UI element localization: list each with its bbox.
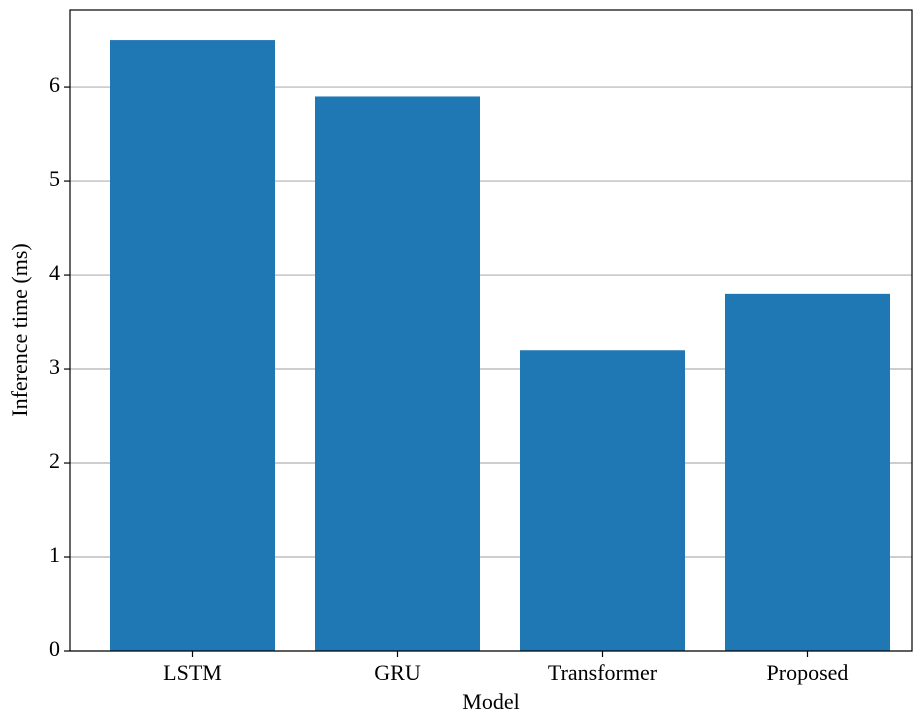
- plot-frame: [69, 9, 913, 652]
- y-tick-label: 0: [49, 636, 60, 661]
- x-tick-label: GRU: [374, 660, 421, 685]
- y-tick-label: 6: [49, 72, 60, 97]
- x-tick-label: Proposed: [767, 660, 849, 685]
- y-tick-label: 1: [49, 542, 60, 567]
- y-axis-label: Inference time (ms): [7, 243, 32, 416]
- bar: [110, 40, 275, 652]
- bar: [520, 350, 685, 651]
- bar: [315, 96, 480, 651]
- y-tick-label: 4: [49, 260, 60, 285]
- y-tick-label: 5: [49, 166, 60, 191]
- bar: [725, 293, 890, 651]
- x-tick-label: LSTM: [163, 660, 222, 685]
- y-tick-label: 2: [49, 448, 60, 473]
- x-axis-label: Model: [462, 689, 519, 714]
- x-tick-label: Transformer: [548, 660, 658, 685]
- y-tick-label: 3: [49, 354, 60, 379]
